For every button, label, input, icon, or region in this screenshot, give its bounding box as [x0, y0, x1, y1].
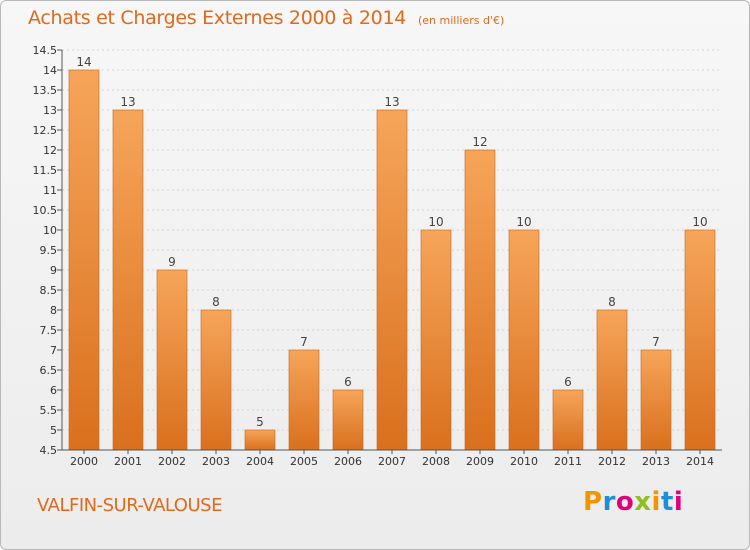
x-tick-label: 2002 — [158, 455, 186, 468]
logo-letter: i — [651, 487, 661, 517]
bar-value-label: 6 — [564, 375, 572, 389]
bar — [68, 69, 100, 451]
y-tick-label: 12.5 — [33, 124, 58, 137]
logo-letter: x — [634, 487, 652, 517]
bar — [464, 149, 496, 451]
y-tick-label: 9 — [50, 264, 57, 277]
bar — [640, 349, 672, 451]
x-tick-label: 2012 — [598, 455, 626, 468]
x-tick-label: 2005 — [290, 455, 318, 468]
y-tick-label: 6.5 — [40, 364, 58, 377]
bar — [376, 109, 408, 451]
bar — [420, 229, 452, 451]
y-tick-label: 10 — [43, 224, 57, 237]
bar-value-label: 12 — [472, 135, 487, 149]
y-tick-label: 10.5 — [33, 204, 58, 217]
bar-value-label: 5 — [256, 415, 264, 429]
axes: 4.5 5 5.5 6 6.5 7 7.5 8 8.5 9 9.5 10 10.5 11 11.5 12 12.… — [33, 44, 722, 468]
bar-value-label: 10 — [692, 215, 707, 229]
logo-letter: o — [615, 487, 635, 517]
value-labels: 14 13 9 8 5 7 6 13 10 12 10 6 8 7 10 — [76, 55, 707, 429]
x-tick-label: 2009 — [466, 455, 494, 468]
bar — [244, 429, 276, 451]
x-tick-label: 2004 — [246, 455, 274, 468]
x-tick-label: 2000 — [70, 455, 98, 468]
bar-value-label: 10 — [428, 215, 443, 229]
commune-name: VALFIN-SUR-VALOUSE — [37, 495, 222, 516]
y-tick-label: 12 — [43, 144, 57, 157]
chart-subtitle: (en milliers d'€) — [418, 14, 505, 27]
y-tick-label: 14 — [43, 64, 57, 77]
bar-value-label: 13 — [120, 95, 135, 109]
bar — [684, 229, 716, 451]
y-tick-label: 5.5 — [40, 404, 58, 417]
bar — [508, 229, 540, 451]
bar-value-label: 8 — [212, 295, 220, 309]
bar-value-label: 8 — [608, 295, 616, 309]
y-tick-label: 5 — [50, 424, 57, 437]
bar — [596, 309, 628, 451]
logo-letter: r — [602, 487, 616, 517]
bar-value-label: 13 — [384, 95, 399, 109]
proxiti-logo[interactable]: Proxiti — [583, 487, 683, 517]
x-tick-label: 2013 — [642, 455, 670, 468]
bar-value-label: 9 — [168, 255, 176, 269]
bar — [112, 109, 144, 451]
y-tick-label: 8 — [50, 304, 57, 317]
y-tick-label: 4.5 — [40, 444, 58, 457]
y-tick-label: 11 — [43, 184, 57, 197]
x-tick-label: 2003 — [202, 455, 230, 468]
y-tick-label: 13 — [43, 104, 57, 117]
y-tick-label: 6 — [50, 384, 57, 397]
bar — [288, 349, 320, 451]
logo-letter: i — [673, 487, 684, 517]
bar — [552, 389, 584, 451]
bar-value-label: 7 — [652, 335, 660, 349]
x-tick-label: 2010 — [510, 455, 538, 468]
bar-value-label: 6 — [344, 375, 352, 389]
x-tick-label: 2008 — [422, 455, 450, 468]
x-tick-label: 2006 — [334, 455, 362, 468]
x-tick-label: 2011 — [554, 455, 582, 468]
y-tick-label: 7.5 — [40, 324, 58, 337]
bar — [332, 389, 364, 451]
logo-letter: P — [583, 487, 603, 517]
logo-letter: t — [660, 487, 674, 517]
x-tick-label: 2001 — [114, 455, 142, 468]
bar-value-label: 7 — [300, 335, 308, 349]
bars — [68, 69, 716, 451]
x-tick-label: 2007 — [378, 455, 406, 468]
y-tick-label: 13.5 — [33, 84, 58, 97]
y-tick-label: 14.5 — [33, 44, 58, 57]
chart-title: Achats et Charges Externes 2000 à 2014 — [28, 7, 407, 29]
y-tick-label: 9.5 — [40, 244, 58, 257]
bar-value-label: 14 — [76, 55, 91, 69]
bar — [200, 309, 232, 451]
y-tick-label: 7 — [50, 344, 57, 357]
y-tick-label: 8.5 — [40, 284, 58, 297]
bar — [156, 269, 188, 451]
bar-value-label: 10 — [516, 215, 531, 229]
x-tick-label: 2014 — [686, 455, 714, 468]
y-tick-label: 11.5 — [33, 164, 58, 177]
